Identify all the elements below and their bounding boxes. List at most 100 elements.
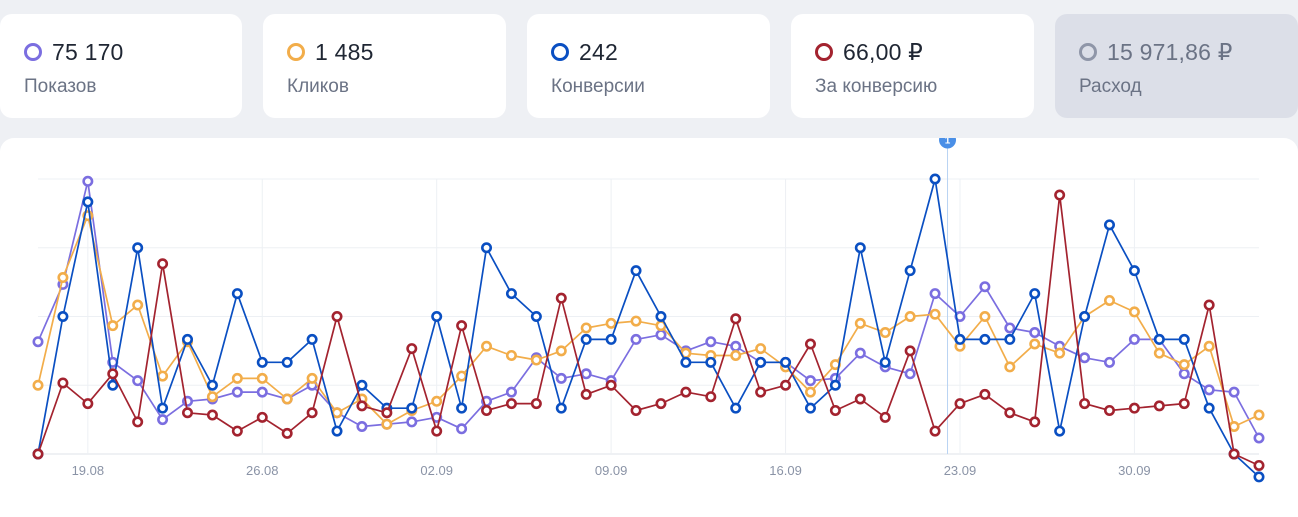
- data-point: [406, 402, 418, 414]
- data-point: [730, 340, 742, 352]
- data-point: [456, 423, 468, 435]
- data-point: [381, 418, 393, 430]
- metric-card-clicks[interactable]: 1 485 Кликов: [263, 14, 506, 118]
- series-toggle-icon: [815, 43, 833, 61]
- data-point: [505, 288, 517, 300]
- data-point: [331, 311, 343, 323]
- data-point: [231, 386, 243, 398]
- data-point: [804, 386, 816, 398]
- series-line: [37, 178, 1260, 478]
- data-point: [1004, 361, 1016, 373]
- data-point: [82, 398, 94, 410]
- data-point: [256, 386, 268, 398]
- data-point: [605, 333, 617, 345]
- data-point: [829, 404, 841, 416]
- line-chart[interactable]: 1 19.08 26.08 02.09 09.09 16.09 23.09 30.09: [0, 138, 1298, 517]
- data-point: [381, 407, 393, 419]
- data-point: [1228, 386, 1240, 398]
- data-point: [481, 340, 493, 352]
- data-point: [331, 425, 343, 437]
- metric-value: 15 971,86 ₽: [1107, 38, 1233, 65]
- data-point: [879, 327, 891, 339]
- data-point: [929, 425, 941, 437]
- data-point: [755, 343, 767, 355]
- data-point: [431, 395, 443, 407]
- data-point: [705, 336, 717, 348]
- series-toggle-icon: [24, 43, 42, 61]
- data-point: [1178, 368, 1190, 380]
- data-point: [580, 388, 592, 400]
- x-tick-label: 30.09: [1118, 463, 1151, 478]
- data-point: [555, 345, 567, 357]
- data-point: [1103, 404, 1115, 416]
- metric-card-cost-per-conversion[interactable]: 66,00 ₽ За конверсию: [791, 14, 1034, 118]
- data-point: [1103, 294, 1115, 306]
- data-point: [406, 343, 418, 355]
- data-point: [555, 372, 567, 384]
- data-point: [680, 356, 692, 368]
- data-point: [481, 404, 493, 416]
- data-point: [879, 356, 891, 368]
- data-point: [979, 311, 991, 323]
- data-point: [580, 333, 592, 345]
- series-cost_per_conversion: [32, 189, 1265, 471]
- data-point: [1029, 327, 1041, 339]
- chart-series: [32, 173, 1265, 483]
- data-point: [82, 175, 94, 187]
- data-point: [979, 281, 991, 293]
- data-point: [1103, 356, 1115, 368]
- data-point: [804, 375, 816, 387]
- data-point: [57, 272, 69, 284]
- data-point: [206, 379, 218, 391]
- data-point: [730, 349, 742, 361]
- data-point: [1004, 407, 1016, 419]
- data-point: [505, 398, 517, 410]
- metric-label: Расход: [1079, 76, 1142, 97]
- data-point: [231, 372, 243, 384]
- data-point: [630, 265, 642, 277]
- data-point: [1153, 400, 1165, 412]
- data-point: [804, 402, 816, 414]
- data-point: [804, 338, 816, 350]
- data-point: [979, 333, 991, 345]
- x-tick-label: 26.08: [246, 463, 279, 478]
- data-point: [1253, 459, 1265, 471]
- data-point: [182, 407, 194, 419]
- data-point: [1128, 265, 1140, 277]
- data-point: [904, 345, 916, 357]
- data-point: [1128, 306, 1140, 318]
- data-point: [580, 368, 592, 380]
- data-point: [1004, 333, 1016, 345]
- series-impressions: [32, 175, 1265, 444]
- data-point: [356, 379, 368, 391]
- data-point: [107, 320, 119, 332]
- data-point: [929, 308, 941, 320]
- data-point: [505, 349, 517, 361]
- data-point: [306, 333, 318, 345]
- data-point: [605, 379, 617, 391]
- data-point: [1178, 398, 1190, 410]
- data-point: [555, 402, 567, 414]
- data-point: [655, 311, 667, 323]
- metric-card-conversions[interactable]: 242 Конверсии: [527, 14, 770, 118]
- data-point: [1079, 311, 1091, 323]
- data-point: [904, 265, 916, 277]
- metric-value: 75 170: [52, 38, 124, 65]
- series-toggle-icon: [287, 43, 305, 61]
- metric-card-spend[interactable]: 15 971,86 ₽ Расход: [1055, 14, 1298, 118]
- data-point: [356, 400, 368, 412]
- data-point: [157, 370, 169, 382]
- data-point: [680, 386, 692, 398]
- data-point: [331, 407, 343, 419]
- metric-value: 242: [579, 38, 618, 65]
- data-point: [1253, 432, 1265, 444]
- data-point: [929, 173, 941, 185]
- metric-card-impressions[interactable]: 75 170 Показов: [0, 14, 242, 118]
- data-point: [132, 416, 144, 428]
- chart-panel: 1 19.08 26.08 02.09 09.09 16.09 23.09 30.09: [0, 138, 1298, 517]
- data-point: [281, 356, 293, 368]
- data-point: [1228, 448, 1240, 460]
- chart-event-marker[interactable]: 1: [939, 138, 957, 454]
- data-point: [1228, 420, 1240, 432]
- data-point: [206, 409, 218, 421]
